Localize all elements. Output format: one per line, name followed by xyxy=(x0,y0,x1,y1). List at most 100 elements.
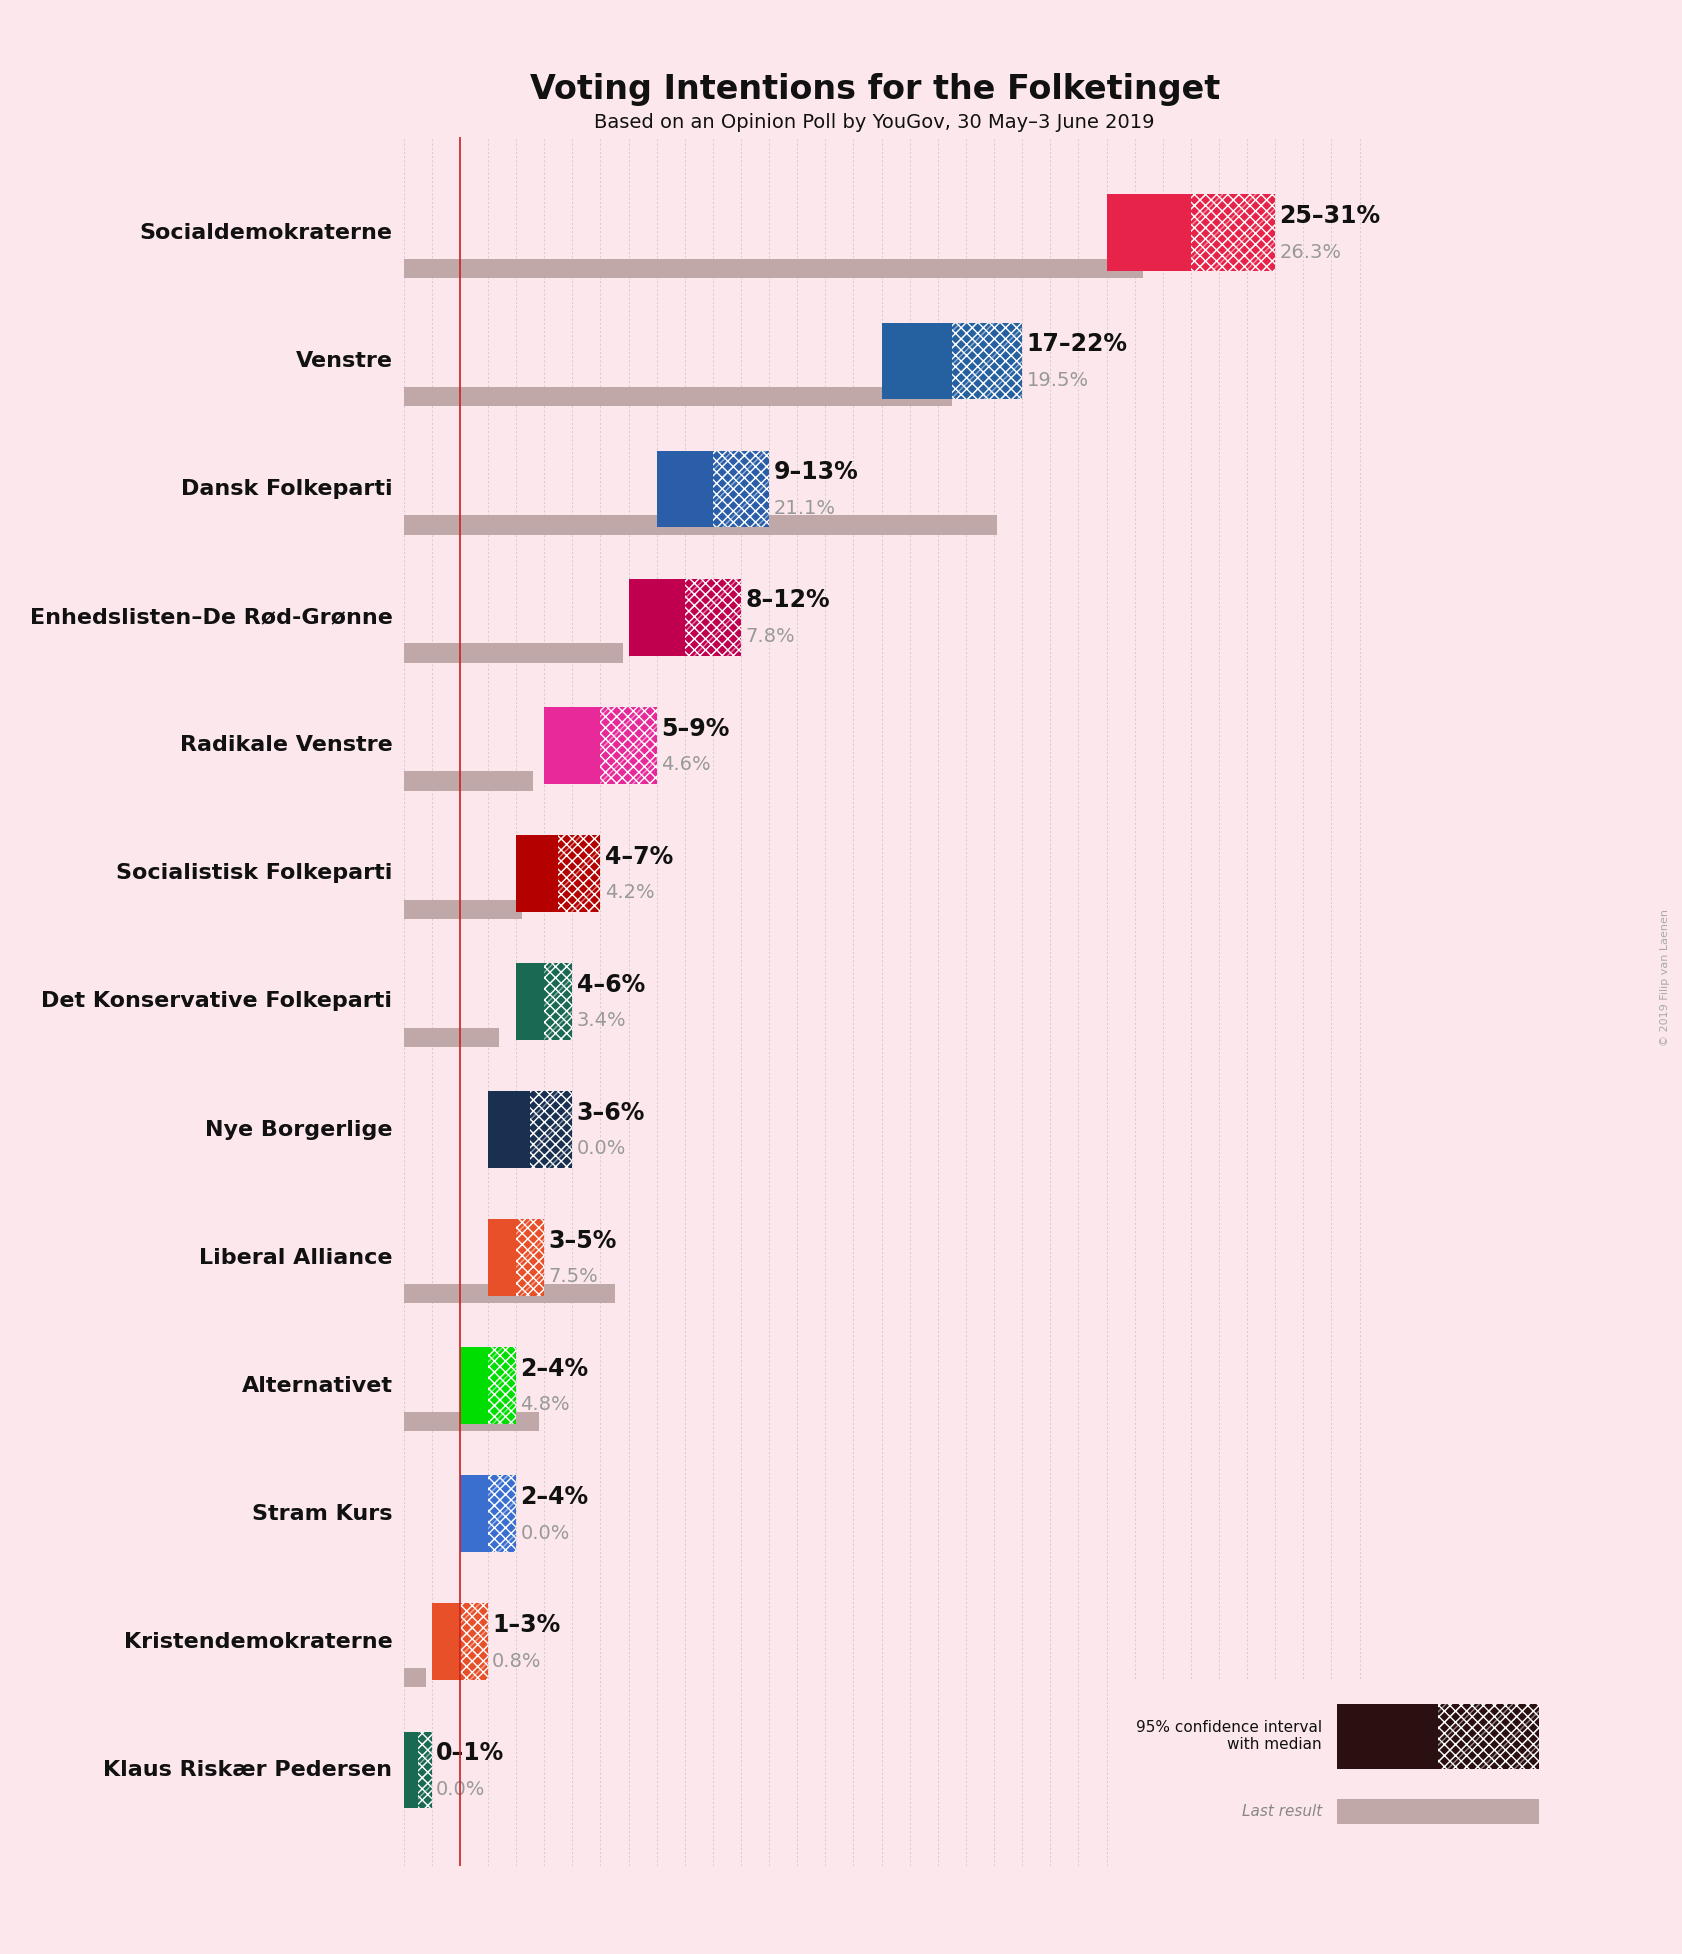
Text: 4–7%: 4–7% xyxy=(606,844,673,870)
Text: Radikale Venstre: Radikale Venstre xyxy=(180,735,392,756)
Text: Stram Kurs: Stram Kurs xyxy=(252,1505,392,1524)
Bar xyxy=(404,1028,500,1047)
Bar xyxy=(404,772,533,791)
Bar xyxy=(404,643,622,662)
Bar xyxy=(558,834,600,913)
Bar xyxy=(558,834,600,913)
Bar xyxy=(545,963,572,1040)
Bar xyxy=(881,322,952,399)
Bar xyxy=(488,1348,516,1424)
Text: 2–4%: 2–4% xyxy=(520,1485,589,1508)
Bar xyxy=(952,322,1023,399)
Bar xyxy=(545,963,572,1040)
Bar xyxy=(629,578,685,657)
Bar xyxy=(404,1669,426,1688)
Text: 4.2%: 4.2% xyxy=(606,883,654,903)
Text: © 2019 Filip van Laenen: © 2019 Filip van Laenen xyxy=(1660,909,1670,1045)
Bar xyxy=(488,1348,516,1424)
Bar xyxy=(404,899,521,918)
Bar xyxy=(516,834,558,913)
Bar xyxy=(1107,195,1191,272)
Text: Venstre: Venstre xyxy=(296,352,392,371)
Text: 95% confidence interval
with median: 95% confidence interval with median xyxy=(1135,1720,1322,1753)
Text: Socialdemokraterne: Socialdemokraterne xyxy=(140,223,392,242)
Text: 0.8%: 0.8% xyxy=(493,1651,542,1671)
Text: 26.3%: 26.3% xyxy=(1280,242,1342,262)
Bar xyxy=(600,707,656,784)
Bar xyxy=(685,578,742,657)
Text: Nye Borgerlige: Nye Borgerlige xyxy=(205,1120,392,1139)
Bar xyxy=(488,1475,516,1551)
Text: 17–22%: 17–22% xyxy=(1026,332,1127,356)
Bar xyxy=(713,451,769,528)
Text: Based on an Opinion Poll by YouGov, 30 May–3 June 2019: Based on an Opinion Poll by YouGov, 30 M… xyxy=(594,113,1156,133)
Bar xyxy=(952,322,1023,399)
Text: 5–9%: 5–9% xyxy=(661,717,730,741)
Text: 19.5%: 19.5% xyxy=(1026,371,1088,389)
Bar xyxy=(656,451,713,528)
Bar xyxy=(459,1604,488,1680)
Bar xyxy=(488,1475,516,1551)
Bar xyxy=(459,1604,488,1680)
Bar xyxy=(1337,1704,1438,1768)
Text: Liberal Alliance: Liberal Alliance xyxy=(198,1247,392,1268)
Text: 2–4%: 2–4% xyxy=(520,1358,589,1381)
Text: 8–12%: 8–12% xyxy=(745,588,829,612)
Text: Alternativet: Alternativet xyxy=(242,1376,392,1395)
Bar xyxy=(516,1219,545,1296)
Bar xyxy=(459,1604,488,1680)
Text: 25–31%: 25–31% xyxy=(1280,205,1381,229)
Text: Enhedslisten–De Rød-Grønne: Enhedslisten–De Rød-Grønne xyxy=(30,608,392,627)
Bar xyxy=(417,1731,432,1809)
Text: 0.0%: 0.0% xyxy=(577,1139,626,1159)
Bar xyxy=(488,1090,530,1168)
Bar xyxy=(459,1475,488,1551)
Bar xyxy=(432,1604,459,1680)
Bar xyxy=(404,516,997,535)
Text: 3–6%: 3–6% xyxy=(577,1100,644,1126)
Bar xyxy=(1438,1704,1539,1768)
Text: 0–1%: 0–1% xyxy=(436,1741,505,1764)
Bar xyxy=(545,963,572,1040)
Text: Dansk Folkeparti: Dansk Folkeparti xyxy=(180,479,392,498)
Text: 7.8%: 7.8% xyxy=(745,627,796,647)
Bar xyxy=(1438,1704,1539,1768)
Bar xyxy=(516,1219,545,1296)
Bar xyxy=(1191,195,1275,272)
Bar xyxy=(404,387,952,406)
Bar xyxy=(516,1219,545,1296)
Bar xyxy=(1191,195,1275,272)
Bar xyxy=(488,1219,516,1296)
Bar xyxy=(488,1348,516,1424)
Bar xyxy=(417,1731,432,1809)
Text: 3.4%: 3.4% xyxy=(577,1010,626,1030)
Text: 3–5%: 3–5% xyxy=(548,1229,617,1253)
Bar xyxy=(404,260,1144,277)
Text: 0.0%: 0.0% xyxy=(520,1524,570,1542)
Text: 21.1%: 21.1% xyxy=(774,498,836,518)
Bar xyxy=(459,1348,488,1424)
Bar xyxy=(545,707,600,784)
Bar xyxy=(488,1475,516,1551)
Text: 0.0%: 0.0% xyxy=(436,1780,486,1800)
Text: Last result: Last result xyxy=(1241,1804,1322,1819)
Text: 9–13%: 9–13% xyxy=(774,461,858,485)
Text: 4.8%: 4.8% xyxy=(520,1395,570,1415)
Bar xyxy=(1191,195,1275,272)
Text: Voting Intentions for the Folketinget: Voting Intentions for the Folketinget xyxy=(530,72,1219,106)
Bar xyxy=(685,578,742,657)
Text: 1–3%: 1–3% xyxy=(493,1614,560,1637)
Bar xyxy=(404,1413,538,1430)
Bar xyxy=(685,578,742,657)
Text: 4–6%: 4–6% xyxy=(577,973,644,997)
Bar xyxy=(713,451,769,528)
Bar xyxy=(404,1284,614,1303)
Bar xyxy=(1337,1800,1539,1825)
Text: 7.5%: 7.5% xyxy=(548,1268,599,1286)
Bar xyxy=(600,707,656,784)
Bar xyxy=(530,1090,572,1168)
Bar xyxy=(600,707,656,784)
Bar xyxy=(516,963,545,1040)
Bar xyxy=(530,1090,572,1168)
Text: Kristendemokraterne: Kristendemokraterne xyxy=(124,1632,392,1651)
